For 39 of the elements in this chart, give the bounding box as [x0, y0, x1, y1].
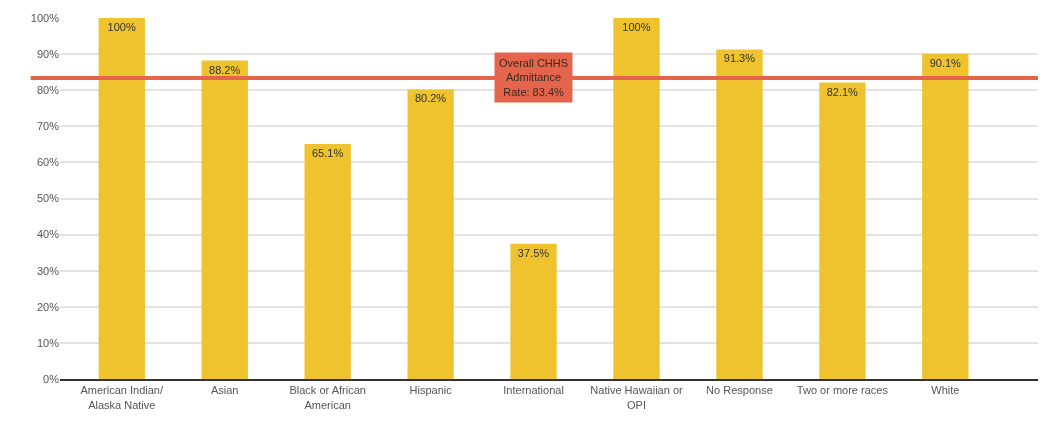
- x-tick-label: International: [503, 384, 564, 397]
- y-tick-label: 100%: [30, 11, 60, 24]
- bar: [819, 82, 866, 379]
- bar: [922, 53, 969, 379]
- data-label: 88.2%: [209, 63, 241, 76]
- data-label: 90.1%: [929, 56, 962, 69]
- data-label: 82.1%: [826, 85, 859, 98]
- x-tick-label: Native Hawaiian or OPI: [590, 384, 683, 411]
- data-label: 37.5%: [517, 246, 550, 259]
- x-tick-label: White: [931, 384, 960, 397]
- y-tick-label: 20%: [36, 300, 60, 313]
- x-tick-label: Black or African American: [289, 384, 366, 411]
- y-tick-label: 40%: [36, 228, 60, 241]
- y-tick-label: 60%: [36, 156, 60, 169]
- y-tick-label: 0%: [43, 372, 60, 385]
- y-tick-label: 90%: [36, 47, 60, 60]
- data-label: 80.2%: [414, 92, 447, 105]
- bar: [510, 243, 557, 379]
- y-tick-label: 10%: [36, 336, 60, 349]
- x-tick-label: American Indian/ Alaska Native: [80, 384, 164, 411]
- y-tick-label: 50%: [36, 192, 60, 205]
- bar: [98, 18, 145, 379]
- y-tick-label: 80%: [36, 84, 60, 97]
- bar: [407, 89, 454, 379]
- x-tick-label: Hispanic: [409, 384, 453, 397]
- y-tick-label: 70%: [36, 120, 60, 133]
- bar: [613, 18, 660, 379]
- data-label: 65.1%: [311, 146, 344, 159]
- bar: [716, 49, 763, 379]
- bar: [201, 60, 248, 379]
- ref-line-label: Overall CHHS Admittance Rate: 83.4%: [499, 57, 569, 98]
- data-label: 91.3%: [723, 52, 756, 65]
- y-tick-label: 30%: [36, 264, 60, 277]
- data-label: 100%: [107, 21, 136, 33]
- x-tick-label: Asian: [210, 384, 239, 397]
- data-label: 100%: [622, 21, 651, 33]
- bar: [304, 143, 351, 379]
- x-tick-label: No Response: [706, 384, 773, 397]
- x-tick-label: Two or more races: [796, 384, 889, 397]
